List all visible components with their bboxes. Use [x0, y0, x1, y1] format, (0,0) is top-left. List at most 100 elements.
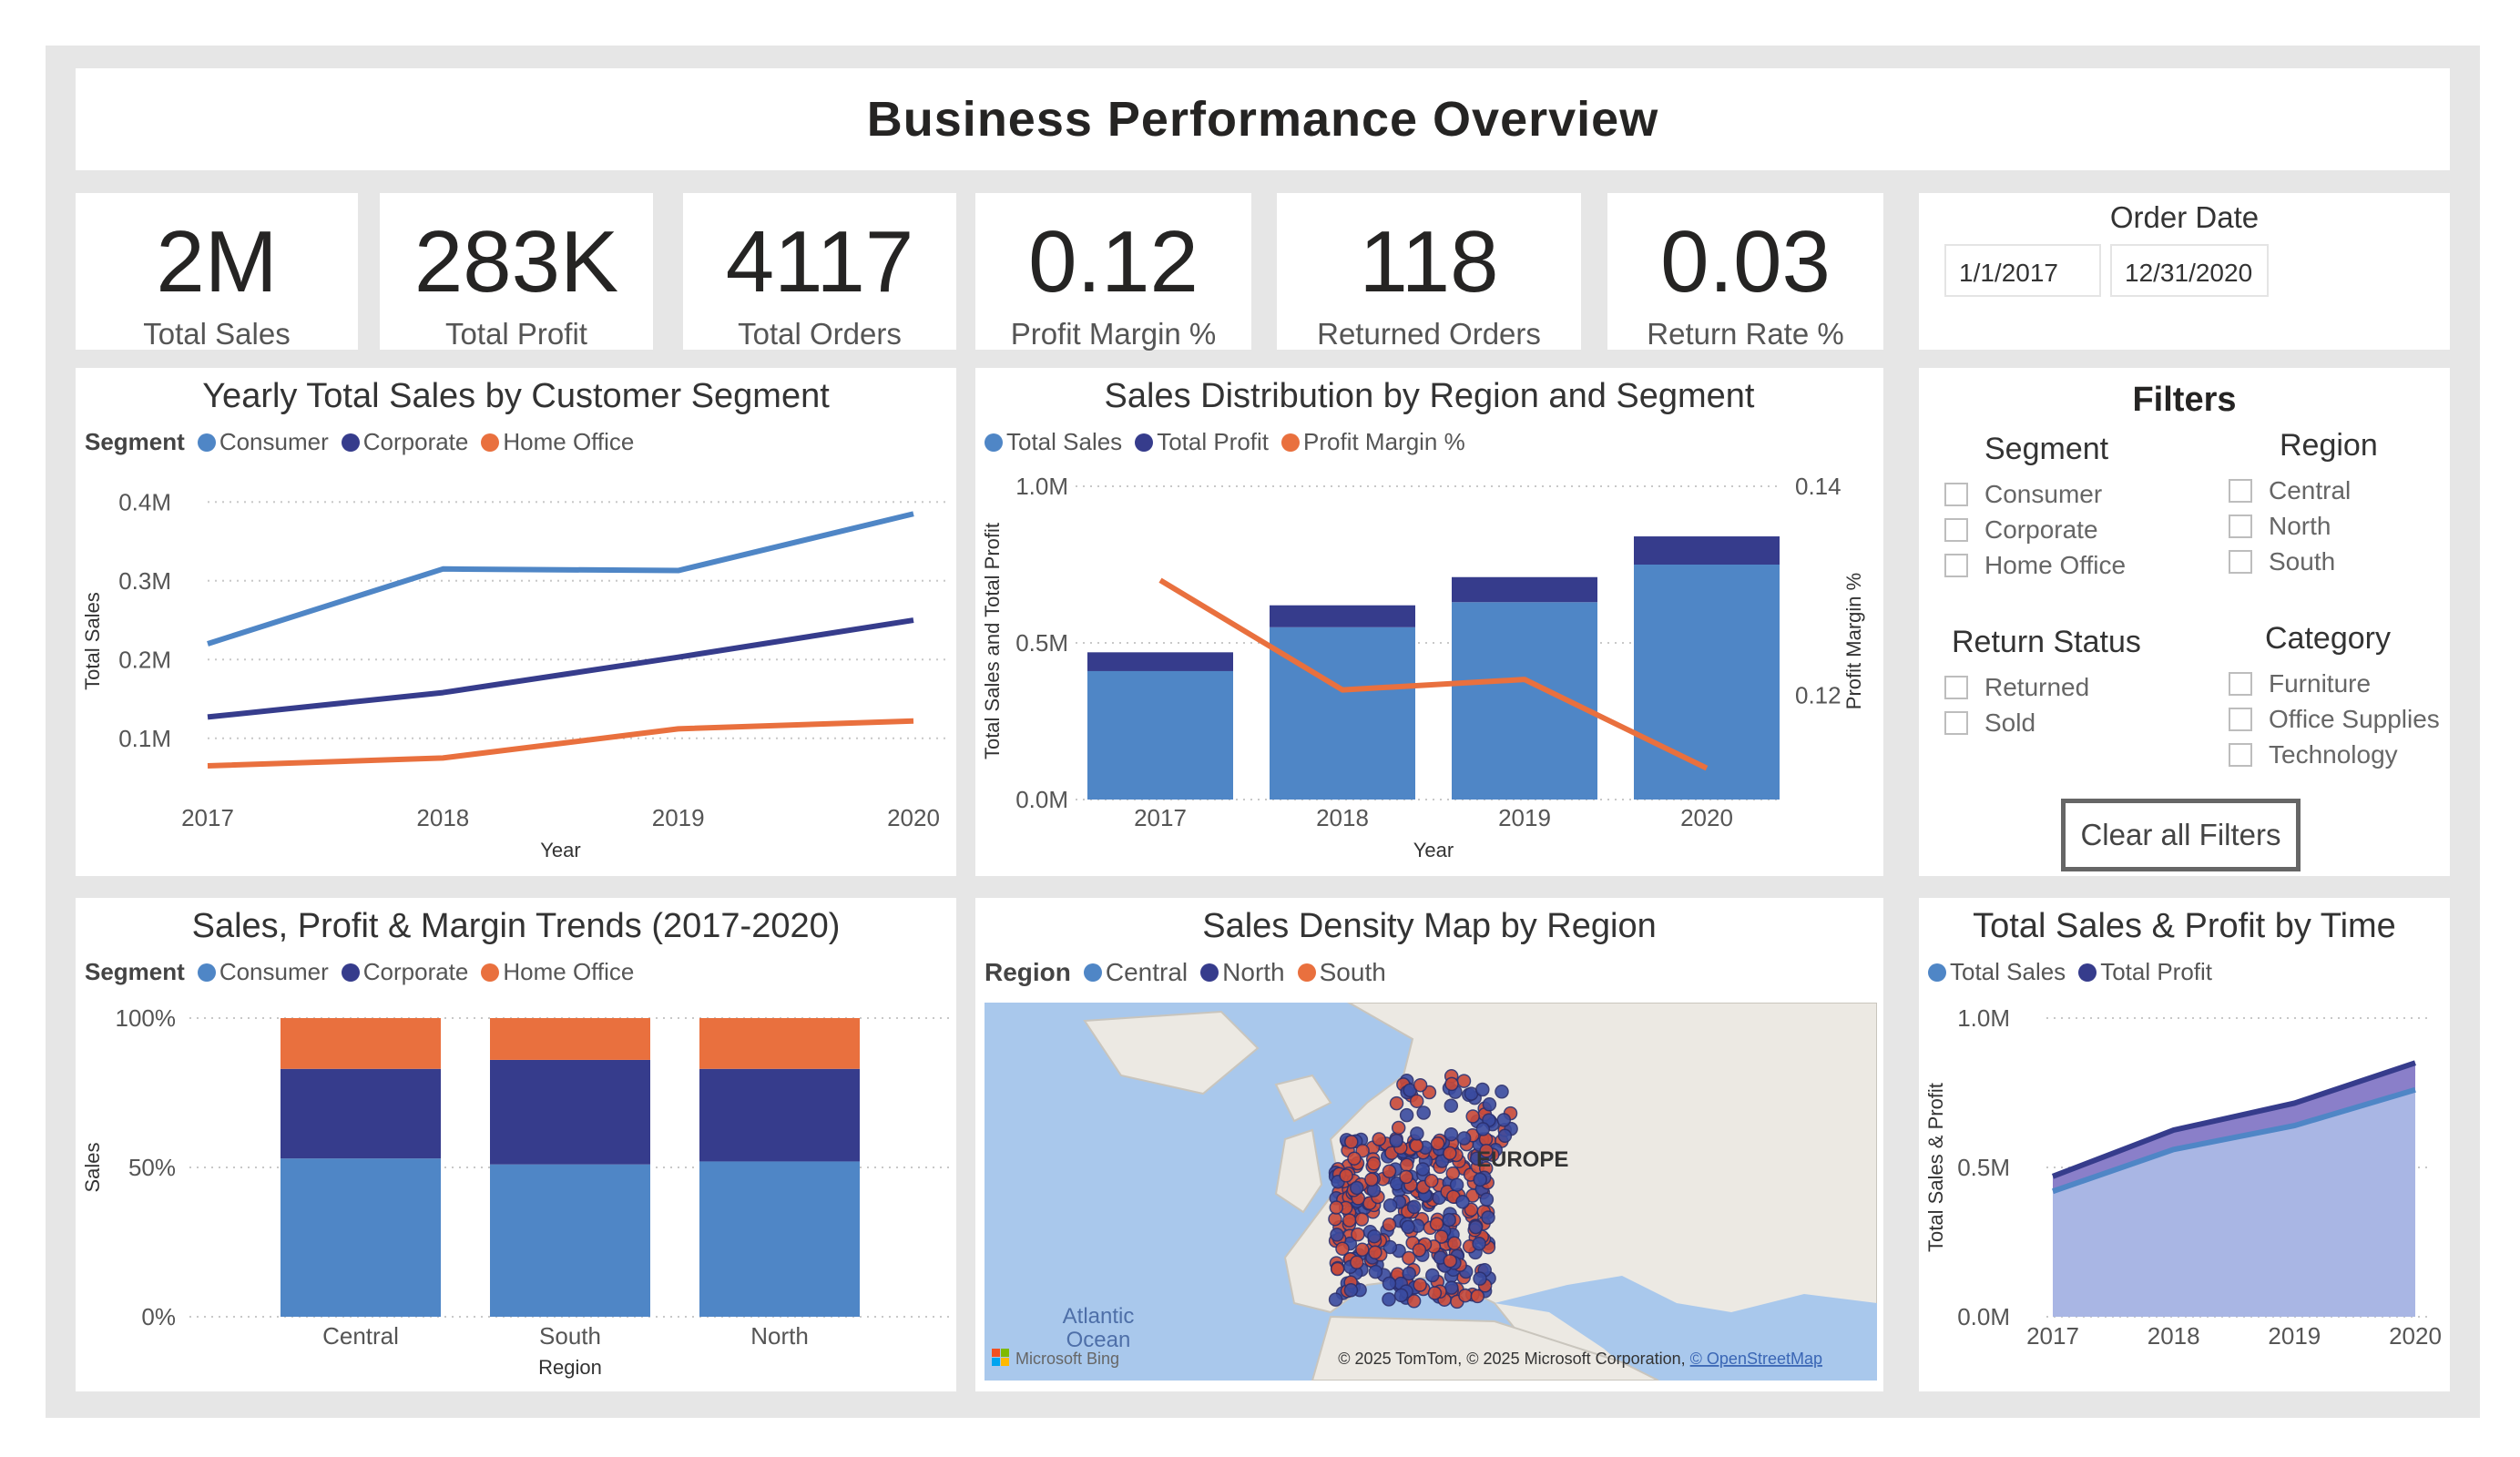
filter-option-south[interactable]: South — [2229, 544, 2378, 579]
filter-option-north[interactable]: North — [2229, 508, 2378, 544]
map-point — [1372, 1132, 1386, 1146]
y-tick-label: 0.1M — [118, 725, 171, 752]
checkbox[interactable] — [1944, 675, 1968, 699]
legend-item-total-profit[interactable]: Total Profit — [1135, 428, 1269, 456]
kpi-total-sales[interactable]: 2M Total Sales — [76, 193, 358, 351]
legend-label: Consumer — [219, 428, 329, 455]
bar-segment-corporate — [490, 1059, 650, 1165]
end-date-input[interactable]: 12/31/2020 — [2110, 244, 2269, 297]
filter-option-central[interactable]: Central — [2229, 473, 2378, 508]
option-label: Office Supplies — [2269, 704, 2440, 733]
map-point — [1479, 1192, 1495, 1207]
map-point — [1410, 1126, 1424, 1141]
legend-label: Total Sales — [1006, 428, 1123, 455]
map-point — [1465, 1109, 1480, 1124]
land-iceland — [1274, 1074, 1332, 1123]
bar-segment-corporate — [699, 1068, 860, 1162]
chart-title: Total Sales & Profit by Time — [1973, 907, 2396, 945]
kpi-returned-orders[interactable]: 118 Returned Orders — [1277, 193, 1581, 351]
legend-item-corporate[interactable]: Corporate — [341, 958, 468, 986]
filter-option-technology[interactable]: Technology — [2229, 737, 2440, 772]
legend-item-total-profit[interactable]: Total Profit — [2078, 958, 2212, 986]
map-label-ocean-2: Ocean — [1066, 1328, 1131, 1352]
map-point — [1354, 1212, 1370, 1227]
checkbox[interactable] — [2229, 549, 2252, 574]
map-point — [1393, 1288, 1409, 1303]
map-point — [1368, 1264, 1383, 1279]
y-axis-title: Total Sales and Total Profit — [981, 523, 1004, 759]
y-tick-label: 0.0M — [1015, 786, 1068, 813]
bar-segment-home-office — [281, 1018, 441, 1069]
x-tick-label: 2017 — [2026, 1322, 2079, 1350]
legend-item-consumer[interactable]: Consumer — [197, 958, 329, 986]
legend-item-home-office[interactable]: Home Office — [481, 428, 634, 456]
legend-item-home-office[interactable]: Home Office — [481, 958, 634, 986]
kpi-profit-margin[interactable]: 0.12 Profit Margin % — [975, 193, 1251, 351]
map-point — [1355, 1242, 1370, 1258]
map-point — [1416, 1105, 1431, 1120]
kpi-label: Return Rate % — [1647, 317, 1844, 351]
option-label: Home Office — [1984, 550, 2127, 579]
legend-item-north[interactable]: North — [1200, 958, 1285, 987]
yearly-sales-chart: Yearly Total Sales by Customer Segment S… — [76, 368, 956, 876]
legend-label: South — [1319, 958, 1386, 986]
y-tick-label: 0.2M — [118, 646, 171, 673]
start-date-input[interactable]: 1/1/2017 — [1944, 244, 2101, 297]
filter-option-furniture[interactable]: Furniture — [2229, 666, 2440, 701]
map-point — [1481, 1210, 1495, 1225]
map-point — [1456, 1131, 1472, 1146]
filter-option-consumer[interactable]: Consumer — [1944, 476, 2126, 512]
legend-item-consumer[interactable]: Consumer — [197, 428, 329, 456]
checkbox[interactable] — [1944, 482, 1968, 506]
option-label: Furniture — [2269, 668, 2372, 698]
checkbox[interactable] — [1944, 517, 1968, 542]
legend-item-total-sales[interactable]: Total Sales — [1928, 958, 2066, 986]
y-tick-label: 0% — [141, 1303, 176, 1330]
option-label: Returned — [1984, 672, 2090, 701]
kpi-total-orders[interactable]: 4117 Total Orders — [683, 193, 956, 351]
chart-title: Sales Density Map by Region — [1202, 907, 1657, 945]
filter-option-office-supplies[interactable]: Office Supplies — [2229, 701, 2440, 737]
checkbox[interactable] — [2229, 707, 2252, 731]
sales-distribution-plot: 0.0M 0.5M 1.0M 0.12 0.14 2017 2018 2019 2020 Year… — [981, 473, 1865, 861]
segment-trends-chart: Sales, Profit & Margin Trends (2017-2020… — [76, 898, 956, 1391]
kpi-return-rate[interactable]: 0.03 Return Rate % — [1607, 193, 1883, 351]
map-point — [1455, 1195, 1470, 1209]
kpi-value: 2M — [156, 213, 278, 311]
checkbox[interactable] — [2229, 514, 2252, 538]
map-point — [1389, 1133, 1403, 1148]
map-point — [1368, 1245, 1382, 1260]
y-tick-label: 100% — [116, 1004, 177, 1032]
clear-filters-button[interactable]: Clear all Filters — [2061, 799, 2301, 871]
x-tick-label: North — [750, 1322, 809, 1350]
chart-legend: Segment Consumer Corporate Home Office — [85, 428, 647, 456]
checkbox[interactable] — [2229, 671, 2252, 696]
legend-item-corporate[interactable]: Corporate — [341, 428, 468, 456]
map-point — [1364, 1172, 1379, 1187]
checkbox[interactable] — [2229, 742, 2252, 767]
legend-item-south[interactable]: South — [1297, 958, 1386, 987]
legend-item-total-sales[interactable]: Total Sales — [985, 428, 1122, 456]
filter-option-corporate[interactable]: Corporate — [1944, 512, 2126, 547]
checkbox[interactable] — [2229, 478, 2252, 503]
filter-option-home-office[interactable]: Home Office — [1944, 547, 2126, 583]
filter-option-returned[interactable]: Returned — [1944, 669, 2141, 705]
checkbox[interactable] — [1944, 710, 1968, 735]
option-label: South — [2269, 546, 2336, 576]
kpi-total-profit[interactable]: 283K Total Profit — [380, 193, 653, 351]
map-point — [1413, 1077, 1428, 1093]
x-tick-label: 2019 — [652, 804, 705, 831]
openstreetmap-link[interactable]: © OpenStreetMap — [1690, 1350, 1822, 1368]
map-point — [1347, 1151, 1362, 1166]
map-point — [1389, 1095, 1404, 1111]
map-canvas[interactable]: EUROPE Atlantic Ocean Microsoft Bing © 2… — [985, 1003, 1877, 1381]
legend-item-profit-margin[interactable]: Profit Margin % — [1281, 428, 1465, 456]
x-tick-label: 2018 — [2148, 1322, 2200, 1350]
map-point — [1444, 1076, 1459, 1092]
legend-item-central[interactable]: Central — [1083, 958, 1188, 987]
checkbox[interactable] — [1944, 553, 1968, 577]
map-point — [1442, 1212, 1456, 1228]
legend-title: Segment — [85, 958, 185, 985]
map-point — [1472, 1236, 1486, 1251]
filter-option-sold[interactable]: Sold — [1944, 705, 2141, 740]
